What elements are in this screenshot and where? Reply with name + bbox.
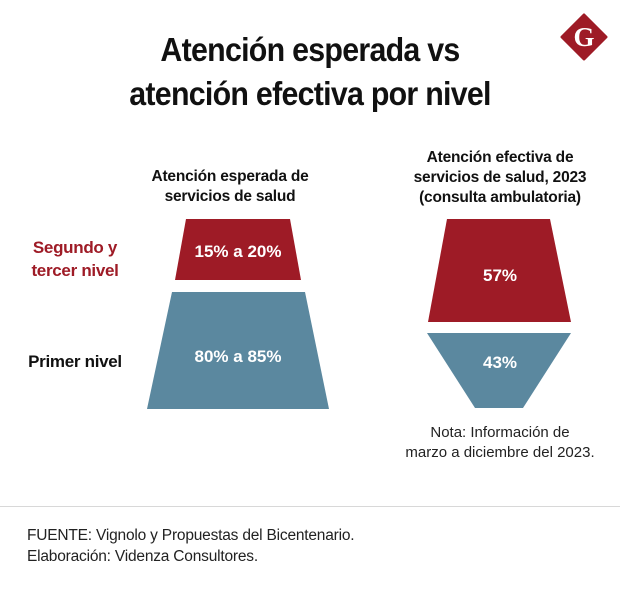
expected-subtitle-line-2: servicios de salud <box>164 188 296 205</box>
expected-funnel-label-second-third: 15% a 20% <box>195 242 282 261</box>
effective-subtitle-line-1: Atención efectiva de <box>426 149 574 166</box>
expected-subtitle-line-1: Atención esperada de <box>151 168 309 185</box>
logo-diamond <box>560 13 608 61</box>
row-label-first-level: Primer nivel <box>28 352 122 371</box>
row-label-second-third-line-2: tercer nivel <box>31 261 119 280</box>
credit-text: Elaboración: Videnza Consultores. <box>27 548 258 565</box>
row-label-second-third-line-1: Segundo y <box>32 238 118 257</box>
effective-funnel-label-second-third: 57% <box>483 266 517 285</box>
row-label-second-third-level: Segundo y tercer nivel <box>0 236 150 282</box>
logo-letter: G <box>573 22 594 52</box>
chart-title-line-1: Atención esperada vs <box>160 31 460 68</box>
chart-title-line-2: atención efectiva por nivel <box>129 75 491 112</box>
note-line-1: Nota: Información de <box>430 424 570 441</box>
effective-subtitle-line-3: (consulta ambulatoria) <box>419 189 581 206</box>
chart-note: Nota: Información de marzo a diciembre d… <box>380 423 620 463</box>
expected-funnel-segment-first <box>147 292 329 409</box>
expected-funnel-segment-second-third <box>175 219 301 280</box>
brand-logo-icon: G <box>560 13 608 61</box>
funnel-charts: 15% a 20% 80% a 85% 57% 43% <box>147 219 571 409</box>
effective-subtitle-line-2: servicios de salud, 2023 <box>413 169 587 186</box>
effective-chart-subtitle: Atención efectiva de servicios de salud,… <box>380 148 620 208</box>
footer-source: FUENTE: Vignolo y Propuestas del Bicente… <box>27 525 355 567</box>
source-text: FUENTE: Vignolo y Propuestas del Bicente… <box>27 527 355 544</box>
effective-funnel: 57% 43% <box>427 219 571 408</box>
expected-funnel: 15% a 20% 80% a 85% <box>147 219 329 409</box>
chart-title: Atención esperada vs atención efectiva p… <box>25 28 595 116</box>
effective-funnel-segment-second-third <box>428 219 571 322</box>
footer-divider <box>0 506 620 507</box>
expected-chart-subtitle: Atención esperada de servicios de salud <box>130 167 330 207</box>
note-line-2: marzo a diciembre del 2023. <box>405 444 595 461</box>
effective-funnel-label-first: 43% <box>483 353 517 372</box>
effective-funnel-segment-first <box>427 333 571 408</box>
expected-funnel-label-first: 80% a 85% <box>195 347 282 366</box>
